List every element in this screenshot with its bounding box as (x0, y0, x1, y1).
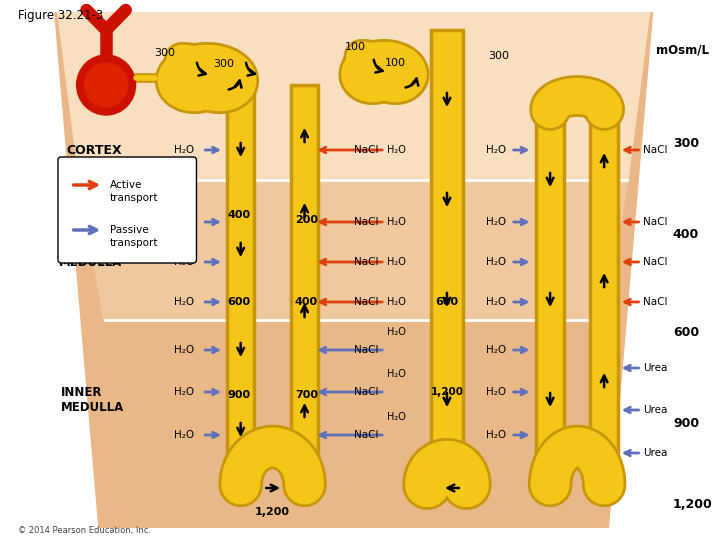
Bar (536, 110, 564, 490)
Text: NaCl: NaCl (354, 257, 378, 267)
Text: H₂O: H₂O (486, 297, 506, 307)
Text: 1,200: 1,200 (255, 507, 290, 517)
Text: 900: 900 (673, 417, 699, 430)
Text: NaCl: NaCl (644, 145, 668, 155)
Text: H₂O: H₂O (174, 430, 194, 440)
Polygon shape (78, 180, 629, 320)
Text: OUTER
MEDULLA: OUTER MEDULLA (59, 241, 122, 269)
Text: H₂O: H₂O (387, 369, 405, 379)
Text: H₂O: H₂O (387, 327, 405, 337)
Text: 100: 100 (345, 42, 366, 52)
Text: 900: 900 (227, 390, 251, 400)
Text: H₂O: H₂O (387, 217, 405, 227)
Text: H₂O: H₂O (486, 387, 506, 397)
Text: 700: 700 (295, 390, 318, 400)
Text: Urea: Urea (644, 448, 668, 458)
Text: NaCl: NaCl (354, 297, 378, 307)
Text: Passive: Passive (110, 225, 148, 235)
Polygon shape (54, 12, 653, 528)
Text: transport: transport (110, 193, 158, 203)
Text: CORTEX: CORTEX (67, 144, 122, 157)
Text: © 2014 Pearson Education, Inc.: © 2014 Pearson Education, Inc. (18, 525, 150, 535)
Text: H₂O: H₂O (174, 297, 194, 307)
Text: 600: 600 (227, 297, 251, 307)
Text: NaCl: NaCl (644, 297, 668, 307)
Text: 400: 400 (673, 228, 699, 241)
Text: H₂O: H₂O (174, 145, 194, 155)
Text: H₂O: H₂O (486, 217, 506, 227)
Text: H₂O: H₂O (387, 257, 405, 267)
Text: Figure 32.21-3: Figure 32.21-3 (18, 9, 103, 22)
Text: NaCl: NaCl (354, 145, 378, 155)
Text: NaCl: NaCl (354, 345, 378, 355)
Text: 300: 300 (673, 137, 699, 150)
Polygon shape (103, 320, 604, 528)
Text: H₂O: H₂O (174, 217, 194, 227)
Text: NaCl: NaCl (354, 217, 378, 227)
Text: 100: 100 (384, 58, 405, 68)
Bar (227, 85, 254, 490)
Text: INNER
MEDULLA: INNER MEDULLA (61, 386, 124, 414)
Text: NaCl: NaCl (644, 217, 668, 227)
Text: H₂O: H₂O (486, 430, 506, 440)
Text: H₂O: H₂O (174, 387, 194, 397)
Text: 300: 300 (155, 48, 176, 58)
Circle shape (84, 63, 127, 107)
Bar (291, 85, 318, 490)
Text: H₂O: H₂O (486, 145, 506, 155)
Text: Urea: Urea (644, 405, 668, 415)
Text: 400: 400 (295, 297, 318, 307)
Text: NaCl: NaCl (354, 387, 378, 397)
Text: 300: 300 (213, 59, 235, 69)
Text: 600: 600 (436, 297, 459, 307)
Bar (590, 110, 618, 490)
Text: 200: 200 (295, 215, 318, 225)
Text: 1,200: 1,200 (673, 498, 713, 511)
Text: H₂O: H₂O (486, 345, 506, 355)
Text: 300: 300 (489, 51, 510, 61)
Text: Urea: Urea (644, 363, 668, 373)
Text: 1,200: 1,200 (431, 387, 464, 397)
Text: mOsm/L: mOsm/L (656, 44, 709, 57)
Bar (431, 30, 463, 490)
FancyBboxPatch shape (58, 157, 197, 263)
Text: 400: 400 (227, 210, 251, 220)
Text: H₂O: H₂O (387, 297, 405, 307)
Text: transport: transport (110, 238, 158, 248)
Text: H₂O: H₂O (174, 345, 194, 355)
Circle shape (76, 55, 135, 115)
Text: H₂O: H₂O (174, 257, 194, 267)
Text: H₂O: H₂O (486, 257, 506, 267)
Text: NaCl: NaCl (644, 257, 668, 267)
Text: 600: 600 (673, 326, 699, 339)
Text: Active: Active (110, 180, 143, 190)
Text: H₂O: H₂O (387, 145, 405, 155)
Text: NaCl: NaCl (354, 430, 378, 440)
Polygon shape (57, 12, 650, 180)
Text: H₂O: H₂O (387, 412, 405, 422)
